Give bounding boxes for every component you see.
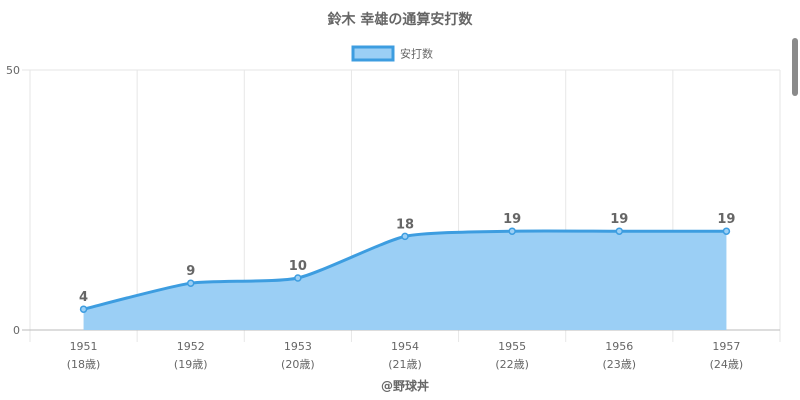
x-tick-label-1952: 1952 — [177, 340, 205, 353]
x-tick-sublabel-1956: (23歳) — [602, 358, 636, 371]
data-labels: 4 9 10 18 19 19 19 — [79, 212, 735, 305]
data-point-1955 — [508, 227, 516, 235]
x-tick-sublabel-1955: (22歳) — [495, 358, 529, 371]
data-point-1956 — [615, 227, 624, 235]
data-point-1957 — [722, 227, 731, 235]
scrollbar-thumb[interactable] — [792, 38, 798, 96]
x-tick-sublabel-1954: (21歳) — [388, 358, 422, 371]
data-label-1957: 19 — [717, 212, 735, 227]
chart-title: 鈴木 幸雄の通算安打数 — [328, 11, 474, 28]
legend-swatch — [351, 45, 395, 62]
data-label-1951: 4 — [79, 290, 88, 305]
x-tick-sublabel-1951: (18歳) — [67, 358, 101, 371]
data-label-1954: 18 — [396, 217, 414, 232]
data-points — [79, 227, 731, 313]
x-tick-sublabel-1957: (24歳) — [710, 358, 744, 371]
data-point-1951 — [79, 305, 88, 313]
data-point-1952 — [186, 279, 195, 287]
data-label-1955: 19 — [503, 212, 521, 227]
data-label-1953: 10 — [289, 259, 307, 274]
data-label-1952: 9 — [186, 264, 195, 279]
x-tick-sublabel-1953: (20歳) — [281, 358, 315, 371]
x-tick-label-1951: 1951 — [70, 340, 98, 353]
y-axis-ticks: 0 50 — [6, 64, 20, 337]
y-tick-label-0: 0 — [13, 324, 20, 337]
area-series — [83, 229, 727, 330]
data-point-1954 — [401, 232, 409, 241]
x-tick-label-1953: 1953 — [284, 340, 312, 353]
legend[interactable]: 安打数 — [351, 45, 433, 62]
area-fill — [83, 230, 727, 330]
x-tick-label-1954: 1954 — [391, 340, 419, 353]
x-tick-label-1957: 1957 — [712, 340, 740, 353]
x-tick-label-1956: 1956 — [605, 340, 633, 353]
y-tick-label-50: 50 — [6, 64, 20, 77]
x-tick-label-1955: 1955 — [498, 340, 526, 353]
legend-label: 安打数 — [400, 47, 433, 61]
x-axis-ticks: 1951 (18歳) 1952 (19歳) 1953 (20歳) 1954 (21歳) 1955… — [67, 340, 743, 371]
x-tick-sublabel-1952: (19歳) — [174, 358, 208, 371]
data-point-1953 — [294, 274, 302, 282]
credit-label: @野球丼 — [381, 378, 429, 393]
data-label-1956: 19 — [610, 212, 628, 227]
